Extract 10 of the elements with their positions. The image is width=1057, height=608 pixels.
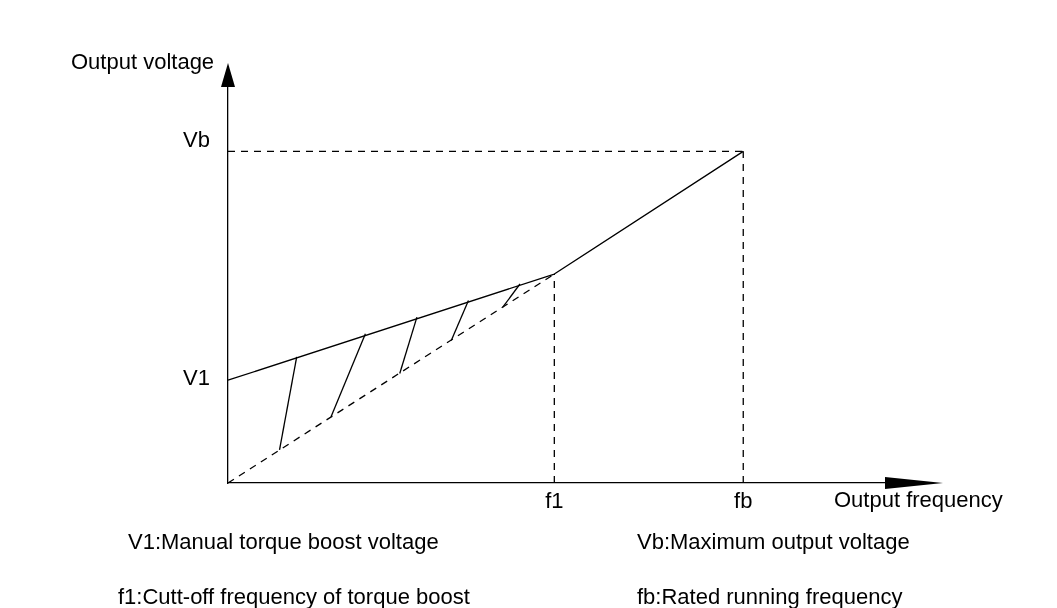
text: Vb xyxy=(183,127,210,152)
y-axis-title: Output voltage xyxy=(71,49,215,74)
text: fb:Rated running frequency xyxy=(637,584,903,608)
x-tick-label: f1 xyxy=(545,488,564,514)
x-tick-label: fb xyxy=(734,488,753,514)
text: Vb:Maximum output voltage xyxy=(637,529,910,554)
x-axis-title: Output frequency xyxy=(834,487,1003,512)
text: V1 xyxy=(183,365,210,390)
text: V1:Manual torque boost voltage xyxy=(128,529,439,554)
text: f1:Cutt-off frequency of torque boost xyxy=(118,584,470,608)
